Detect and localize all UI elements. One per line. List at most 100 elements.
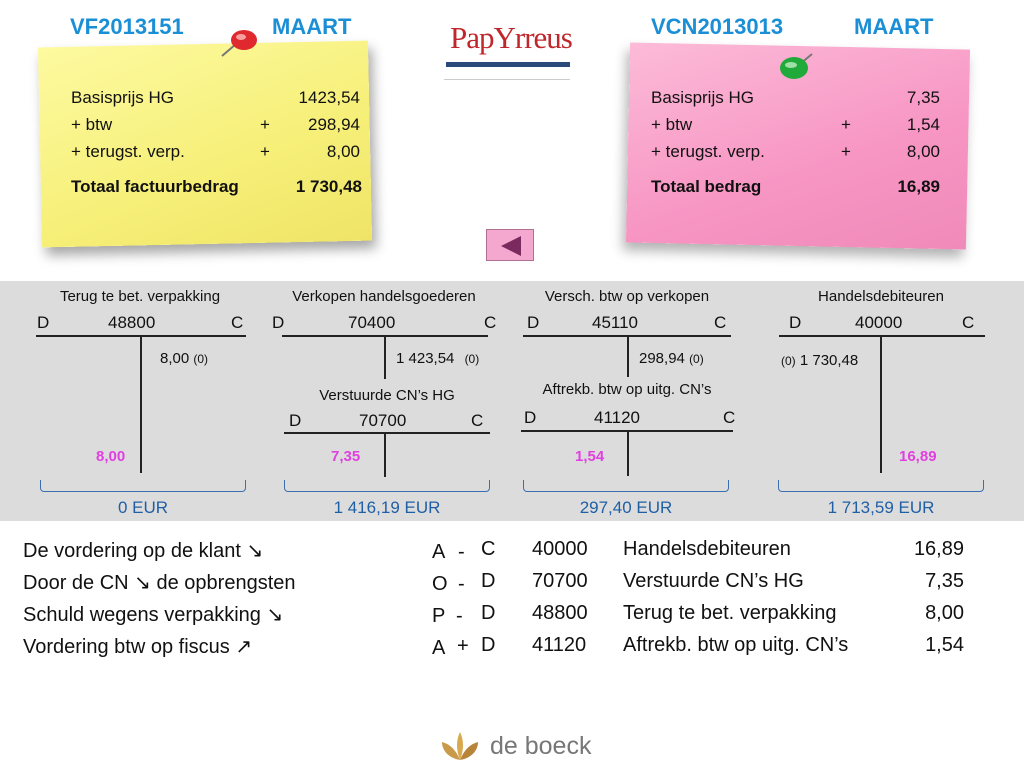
journal-row-2-description-b: de opbrengsten bbox=[156, 572, 296, 594]
account-70700-debit-label: D bbox=[289, 411, 302, 430]
back-button[interactable] bbox=[486, 229, 534, 261]
account-70700-title: Verstuurde CN’s HG bbox=[319, 387, 455, 404]
account-45110-number: 45110 bbox=[592, 313, 639, 332]
journal-row-3-description: Schuld wegens verpakking bbox=[23, 604, 261, 626]
account-70700-vline bbox=[384, 432, 386, 477]
cn-base-label: Basisprijs HG bbox=[651, 88, 754, 107]
journal-row-3-text: Schuld wegens verpakking ↘ bbox=[23, 602, 283, 627]
account-45110-credit-tag: (0) bbox=[689, 352, 704, 366]
journal-row-2-text: Door de CN ↘ de opbrengsten bbox=[23, 570, 296, 595]
account-45110-debit-label: D bbox=[527, 313, 540, 332]
account-48800-balance: 0 EUR bbox=[117, 498, 169, 517]
invoice-base-value: 1423,54 bbox=[298, 88, 360, 107]
de-boeck-logo: de boeck bbox=[438, 730, 598, 766]
account-48800-credit-label: C bbox=[231, 313, 244, 332]
journal-row-1-amount: 16,89 bbox=[913, 538, 964, 560]
account-41120-title: Aftrekb. btw op uitg. CN’s bbox=[542, 381, 712, 398]
account-40000-credit-label: C bbox=[962, 313, 975, 332]
account-70400-credit-entry: 1 423,54 (0) bbox=[396, 350, 479, 367]
arrow-up-right-icon: ↗ bbox=[235, 636, 253, 658]
red-pushpin-icon bbox=[221, 30, 257, 57]
journal-row-2-sign: - bbox=[458, 573, 465, 595]
account-4-brace bbox=[523, 480, 729, 492]
account-40000-brace bbox=[778, 480, 984, 492]
account-70700-correction: 7,35 bbox=[331, 448, 361, 465]
invoice-vat-op: + bbox=[260, 115, 270, 134]
account-4-balance: 297,40 EUR bbox=[579, 498, 673, 517]
journal-row-2-amount: 7,35 bbox=[925, 570, 964, 592]
arrow-down-right-icon: ↘ bbox=[266, 604, 284, 626]
journal-row-3-name: Terug te bet. verpakking bbox=[623, 602, 837, 624]
account-70700-credit-label: C bbox=[471, 411, 484, 430]
creditnote-month: MAART bbox=[854, 14, 934, 39]
journal-row-4-description: Vordering btw op fiscus bbox=[23, 636, 230, 658]
account-70400-credit-label: C bbox=[484, 313, 497, 332]
account-40000-correction: 16,89 bbox=[899, 448, 937, 465]
account-70-brace bbox=[284, 480, 490, 492]
account-45110-credit-amount: 298,94 bbox=[639, 350, 685, 367]
account-48800-vline bbox=[140, 335, 142, 473]
account-70400-credit-amount: 1 423,54 bbox=[396, 350, 455, 367]
account-40000-hline bbox=[779, 335, 985, 337]
journal-row-4-account: 41120 bbox=[532, 634, 587, 656]
journal-row-1-description: De vordering op de klant bbox=[23, 540, 241, 562]
green-pushpin-icon bbox=[780, 53, 813, 79]
journal-row-1-text: De vordering op de klant ↘ bbox=[23, 538, 263, 563]
account-40000-number: 40000 bbox=[855, 313, 903, 332]
back-arrow-icon bbox=[501, 236, 521, 256]
account-70700-number: 70700 bbox=[359, 411, 407, 430]
papyrreus-logo: PapYrreus bbox=[444, 18, 573, 80]
account-41120-correction: 1,54 bbox=[575, 448, 605, 465]
account-40000-vline bbox=[880, 335, 882, 473]
invoice-vat-value: 298,94 bbox=[308, 115, 360, 134]
logo-text: PapYrreus bbox=[450, 20, 573, 55]
journal-row-2-code: O bbox=[432, 573, 448, 595]
cn-total-label: Totaal bedrag bbox=[651, 177, 762, 196]
account-48800-brace bbox=[40, 480, 246, 492]
account-45110-title: Versch. btw op verkopen bbox=[544, 288, 710, 305]
account-41120-debit-label: D bbox=[524, 408, 537, 427]
cn-vat-value: 1,54 bbox=[906, 115, 940, 134]
journal-row-4-amount: 1,54 bbox=[925, 634, 964, 656]
account-40000-title: Handelsdebiteuren bbox=[818, 288, 944, 305]
invoice-packaging-op: + bbox=[260, 142, 270, 161]
account-70-balance: 1 416,19 EUR bbox=[333, 498, 441, 517]
brand-name: de boeck bbox=[490, 732, 592, 760]
invoice-total-label: Totaal factuurbedrag bbox=[71, 177, 239, 196]
t-accounts-panel bbox=[0, 281, 1024, 521]
account-41120-vline bbox=[627, 430, 629, 476]
cn-packaging-value: 8,00 bbox=[906, 142, 940, 161]
invoice-base-label: Basisprijs HG bbox=[71, 88, 174, 107]
journal-row-2-side: D bbox=[481, 570, 496, 592]
journal-row-4-name: Aftrekb. btw op uitg. CN’s bbox=[623, 634, 849, 656]
account-41120-credit-label: C bbox=[723, 408, 736, 427]
journal-row-1-name: Handelsdebiteuren bbox=[623, 538, 791, 560]
invoice-packaging-label: + terugst. verp. bbox=[71, 142, 185, 161]
journal-row-3-code: P bbox=[432, 605, 446, 627]
creditnote-number: VCN2013013 bbox=[651, 14, 784, 39]
journal-row-4-side: D bbox=[481, 634, 496, 656]
journal-row-1-side: C bbox=[481, 538, 496, 560]
journal-row-4-text: Vordering btw op fiscus ↗ bbox=[23, 634, 252, 659]
logo-underline bbox=[446, 62, 570, 67]
account-45110-vline bbox=[627, 335, 629, 377]
cn-packaging-op: + bbox=[841, 142, 851, 161]
cn-vat-op: + bbox=[841, 115, 851, 134]
invoice-total-value: 1 730,48 bbox=[295, 177, 362, 196]
cn-vat-label: + btw bbox=[651, 115, 693, 134]
account-40000-debit-label: D bbox=[789, 313, 802, 332]
journal-row-4-code: A bbox=[432, 637, 446, 659]
journal-row-1-sign: - bbox=[458, 541, 465, 563]
account-40000-debit-entry: (0) 1 730,48 bbox=[781, 352, 858, 369]
arrow-down-right-icon: ↘ bbox=[246, 540, 264, 562]
journal-row-3-sign: - bbox=[456, 605, 463, 627]
leaf-logo-icon bbox=[442, 732, 478, 760]
cn-base-value: 7,35 bbox=[906, 88, 940, 107]
cn-total-value: 16,89 bbox=[897, 177, 940, 196]
account-48800-credit-amount: 8,00 bbox=[160, 350, 190, 367]
journal-row-1-code: A bbox=[432, 541, 446, 563]
account-45110-credit-entry: 298,94 (0) bbox=[639, 350, 704, 367]
journal-row-2-description-a: Door de CN bbox=[23, 572, 129, 594]
invoice-month: MAART bbox=[272, 14, 352, 39]
account-40000-debit-amount: 1 730,48 bbox=[799, 352, 859, 369]
